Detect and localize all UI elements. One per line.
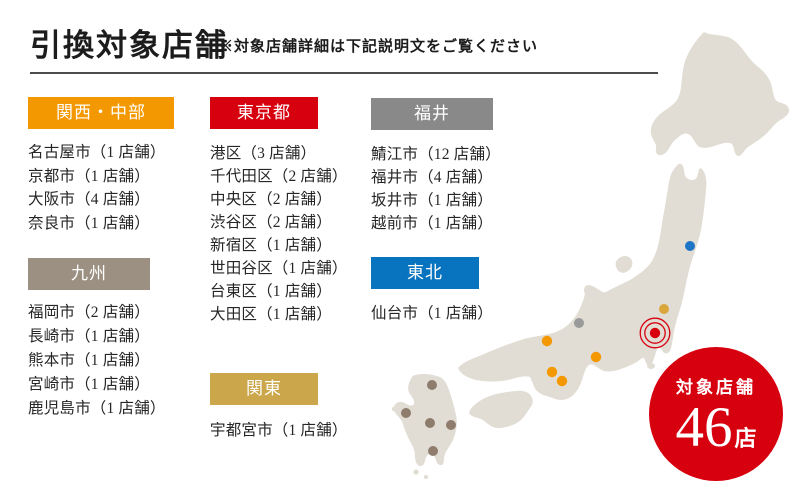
- hokkaido-landmass: [650, 32, 790, 156]
- region-header-kyushu: 九州: [28, 258, 150, 290]
- page-title: 引換対象店舗: [30, 28, 228, 63]
- store-list-item: 大阪市（4 店舗）: [28, 191, 150, 208]
- store-list-item: 仙台市（1 店舗）: [371, 305, 493, 322]
- south-islet-2: [423, 474, 429, 480]
- store-list-item: 熊本市（1 店舗）: [28, 352, 150, 369]
- japan-map: [380, 0, 800, 501]
- store-list-item: 奈良市（1 店舗）: [28, 214, 150, 232]
- region-tohoku: 東北 仙台市（1 店舗）: [371, 257, 531, 325]
- store-location-markers: [401, 241, 695, 456]
- region-kyushu: 九州 福岡市（2 店舗） 長崎市（1 店舗） 熊本市（1 店舗） 宮崎市（1 店…: [28, 258, 188, 421]
- izu-oshima-island: [647, 363, 655, 369]
- badge-count-row: 46 店: [675, 395, 757, 459]
- region-header-kansai-chubu: 関西・中部: [28, 97, 174, 129]
- sado-island: [615, 256, 633, 273]
- total-store-badge: 対象店舗 46 店: [649, 347, 783, 481]
- shikoku-landmass: [469, 390, 533, 429]
- utsunomiya-store-dot: [659, 304, 669, 314]
- store-list-item: 渋谷区（2 店舗）: [210, 214, 332, 231]
- store-list-item: 台東区（1 店舗）: [210, 283, 332, 300]
- fukui-store-dot: [574, 318, 584, 328]
- region-list-tohoku: 仙台市（1 店舗）: [371, 302, 531, 325]
- store-list-item: 福岡市（2 店舗）: [28, 304, 150, 321]
- honshu-landmass: [458, 163, 707, 400]
- store-list-item: 中央区（2 店舗）: [210, 191, 332, 208]
- tokyo-store-dot: [649, 327, 661, 339]
- store-list-item: 鯖江市（12 店舗）: [371, 146, 501, 163]
- store-list-item: 京都市（1 店舗）: [28, 167, 150, 185]
- region-kanto: 関東 宇都宮市（1 店舗）: [210, 373, 370, 442]
- kyushu-landmass: [393, 373, 457, 467]
- store-list-item: 宮崎市（1 店舗）: [28, 376, 150, 393]
- fukuoka-store-dot: [427, 380, 437, 390]
- store-list-item: 新宿区（1 店舗）: [210, 237, 332, 254]
- title-divider: [30, 72, 658, 74]
- badge-unit: 店: [734, 425, 757, 451]
- region-header-tohoku: 東北: [371, 257, 479, 289]
- region-list-kansai-chubu: 名古屋市（1 店舗） 京都市（1 店舗） 大阪市（4 店舗） 奈良市（1 店舗）: [28, 141, 178, 235]
- store-list-item: 港区（3 店舗）: [210, 145, 317, 162]
- south-islet: [413, 469, 419, 475]
- kagoshima-store-dot: [428, 446, 438, 456]
- region-header-kanto: 関東: [210, 373, 318, 405]
- store-list-item: 坂井市（1 店舗）: [371, 192, 493, 209]
- region-header-tokyo: 東京都: [210, 97, 318, 129]
- region-list-fukui: 鯖江市（12 店舗） 福井市（4 店舗） 坂井市（1 店舗） 越前市（1 店舗）: [371, 143, 531, 235]
- store-list-item: 大田区（1 店舗）: [210, 306, 332, 323]
- region-kansai-chubu: 関西・中部 名古屋市（1 店舗） 京都市（1 店舗） 大阪市（4 店舗） 奈良市…: [28, 97, 178, 235]
- region-list-tokyo: 港区（3 店舗） 千代田区（2 店舗） 中央区（2 店舗） 渋谷区（2 店舗） …: [210, 142, 370, 326]
- miyazaki-store-dot: [446, 420, 456, 430]
- tokyo-store-dot-ring: [644, 322, 666, 344]
- region-tokyo: 東京都 港区（3 店舗） 千代田区（2 店舗） 中央区（2 店舗） 渋谷区（2 …: [210, 97, 370, 326]
- west-kyushu-islet: [391, 406, 399, 412]
- awaji-island: [531, 372, 541, 384]
- store-list-item: 千代田区（2 店舗）: [210, 168, 348, 185]
- kumamoto-store-dot: [425, 418, 435, 428]
- store-list-item: 鹿児島市（1 店舗）: [28, 400, 166, 417]
- store-list-item: 福井市（4 店舗）: [371, 169, 493, 186]
- nara-store-dot: [556, 375, 568, 387]
- store-list-item: 長崎市（1 店舗）: [28, 328, 150, 345]
- region-list-kanto: 宇都宮市（1 店舗）: [210, 419, 370, 442]
- nagasaki-store-dot: [401, 408, 411, 418]
- badge-count: 46: [675, 395, 733, 459]
- region-header-fukui: 福井: [371, 98, 493, 130]
- tokyo-store-dot-ring: [639, 317, 671, 349]
- sendai-store-dot: [685, 241, 695, 251]
- osaka-store-dot: [546, 366, 558, 378]
- page-note: ※対象店舗詳細は下記説明文をご覧ください: [218, 39, 539, 55]
- nagoya-store-dot: [590, 351, 602, 363]
- store-list-item: 宇都宮市（1 店舗）: [210, 422, 348, 439]
- store-list-item: 越前市（1 店舗）: [371, 215, 493, 232]
- store-list-item: 名古屋市（1 店舗）: [28, 144, 166, 161]
- kyoto-store-dot: [541, 335, 553, 347]
- badge-label: 対象店舗: [676, 377, 756, 397]
- region-fukui: 福井 鯖江市（12 店舗） 福井市（4 店舗） 坂井市（1 店舗） 越前市（1 …: [371, 98, 531, 235]
- store-list-item: 世田谷区（1 店舗）: [210, 260, 348, 277]
- japan-landmass: [391, 32, 790, 480]
- region-list-kyushu: 福岡市（2 店舗） 長崎市（1 店舗） 熊本市（1 店舗） 宮崎市（1 店舗） …: [28, 301, 188, 421]
